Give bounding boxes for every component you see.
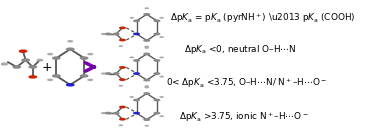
Circle shape bbox=[160, 36, 164, 38]
Circle shape bbox=[0, 63, 8, 66]
Circle shape bbox=[80, 74, 88, 78]
Circle shape bbox=[143, 79, 150, 81]
Circle shape bbox=[66, 83, 75, 87]
Circle shape bbox=[105, 72, 112, 75]
Circle shape bbox=[153, 99, 161, 102]
Circle shape bbox=[144, 87, 149, 88]
Circle shape bbox=[119, 118, 126, 121]
Circle shape bbox=[144, 47, 149, 49]
Circle shape bbox=[67, 40, 73, 43]
Circle shape bbox=[105, 112, 112, 114]
Circle shape bbox=[119, 39, 126, 41]
Circle shape bbox=[160, 56, 164, 58]
Circle shape bbox=[143, 118, 150, 121]
Circle shape bbox=[119, 124, 123, 126]
Circle shape bbox=[160, 115, 164, 117]
Circle shape bbox=[80, 56, 88, 60]
Circle shape bbox=[153, 19, 161, 22]
Circle shape bbox=[47, 79, 53, 81]
Circle shape bbox=[144, 46, 149, 48]
Circle shape bbox=[119, 85, 123, 87]
Circle shape bbox=[66, 47, 75, 51]
Text: Δp$\mathit{K}_\mathrm{a}$ <0, neutral O–H⋯N: Δp$\mathit{K}_\mathrm{a}$ <0, neutral O–… bbox=[184, 43, 297, 56]
Circle shape bbox=[129, 56, 134, 58]
Text: 0< Δp$\mathit{K}_\mathrm{a}$ <3.75, O–H⋯N/ N$^+$–H⋯O$^-$: 0< Δp$\mathit{K}_\mathrm{a}$ <3.75, O–H⋯… bbox=[166, 76, 327, 90]
Circle shape bbox=[153, 33, 161, 35]
Circle shape bbox=[119, 106, 126, 108]
Circle shape bbox=[87, 53, 93, 55]
Circle shape bbox=[52, 56, 61, 60]
Circle shape bbox=[143, 53, 150, 55]
Circle shape bbox=[143, 13, 150, 16]
Circle shape bbox=[133, 33, 140, 35]
Circle shape bbox=[21, 58, 30, 62]
Circle shape bbox=[160, 76, 164, 77]
Circle shape bbox=[143, 92, 150, 95]
Circle shape bbox=[153, 112, 161, 114]
Circle shape bbox=[133, 72, 140, 75]
Circle shape bbox=[87, 79, 93, 81]
Circle shape bbox=[36, 59, 43, 61]
Circle shape bbox=[113, 112, 120, 114]
Circle shape bbox=[119, 78, 126, 81]
Circle shape bbox=[28, 65, 37, 69]
Circle shape bbox=[144, 7, 149, 9]
Text: $\Delta$p$\mathit{K}_\mathrm{a}$ = p$\mathit{K}_\mathrm{a}$ (pyrNH$^+$) \u2013 p: $\Delta$p$\mathit{K}_\mathrm{a}$ = p$\ma… bbox=[170, 11, 355, 25]
Circle shape bbox=[101, 33, 106, 35]
Circle shape bbox=[153, 72, 161, 75]
Circle shape bbox=[160, 96, 164, 98]
Circle shape bbox=[113, 33, 120, 35]
Circle shape bbox=[119, 26, 126, 29]
Circle shape bbox=[119, 66, 126, 69]
Circle shape bbox=[133, 112, 140, 114]
Circle shape bbox=[47, 53, 53, 55]
Circle shape bbox=[101, 112, 106, 114]
Circle shape bbox=[28, 75, 37, 79]
Text: +: + bbox=[42, 60, 53, 73]
Circle shape bbox=[52, 74, 61, 78]
Circle shape bbox=[113, 72, 120, 75]
Circle shape bbox=[19, 49, 28, 53]
Circle shape bbox=[133, 99, 140, 102]
Circle shape bbox=[12, 65, 21, 69]
Circle shape bbox=[153, 59, 161, 62]
Circle shape bbox=[160, 17, 164, 19]
Circle shape bbox=[144, 125, 149, 127]
Circle shape bbox=[143, 39, 150, 42]
Circle shape bbox=[105, 33, 112, 35]
Circle shape bbox=[144, 85, 149, 87]
Circle shape bbox=[133, 19, 140, 22]
Circle shape bbox=[129, 17, 134, 19]
Circle shape bbox=[133, 59, 140, 62]
Text: Δp$\mathit{K}_\mathrm{a}$ >3.75, ionic N$^+$–H⋯O$^-$: Δp$\mathit{K}_\mathrm{a}$ >3.75, ionic N… bbox=[179, 111, 309, 124]
Circle shape bbox=[129, 96, 134, 98]
Circle shape bbox=[119, 45, 123, 47]
Circle shape bbox=[101, 72, 106, 75]
